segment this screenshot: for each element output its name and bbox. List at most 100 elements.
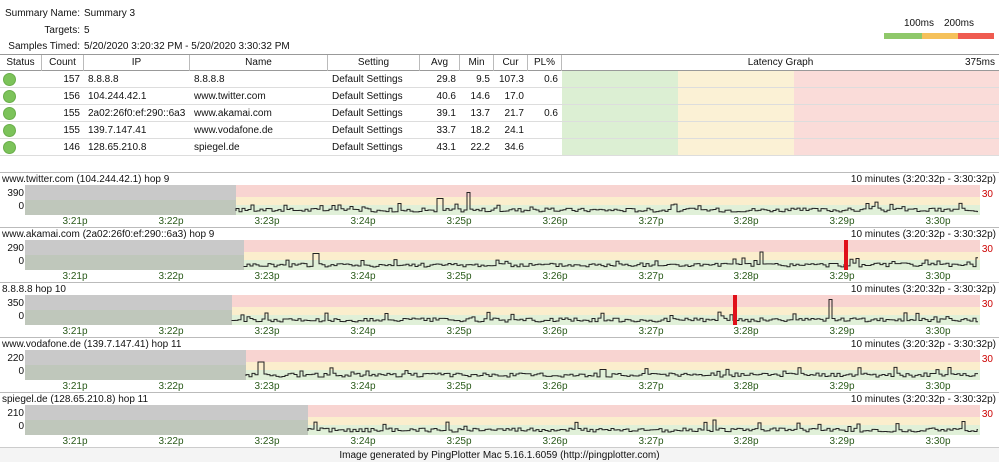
time-tick-label: 3:27p — [638, 271, 664, 282]
no-data-region-lower — [25, 200, 236, 215]
panel-y-max: 220 — [7, 353, 24, 364]
table-row[interactable]: 156 104.244.42.1 www.twitter.com Default Se… — [0, 88, 999, 105]
time-tick-label: 3:25p — [446, 216, 472, 227]
hop-graph-panel[interactable]: 8.8.8.8 hop 10 10 minutes (3:20:32p - 3:3… — [0, 282, 999, 338]
time-tick-label: 3:28p — [733, 216, 759, 227]
time-tick-label: 3:24p — [350, 326, 376, 337]
col-setting-header[interactable]: Setting — [328, 55, 420, 71]
scale-green-bar — [884, 33, 922, 39]
latency-color-scale: 100ms 200ms — [884, 18, 994, 42]
time-axis: 3:21p 3:22p 3:23p 3:24p 3:25p 3:26p 3:27p 3:28p… — [0, 326, 999, 338]
latency-band — [246, 370, 980, 380]
scale-label-200: 200ms — [944, 18, 975, 29]
panel-threshold: 30 — [981, 244, 993, 255]
targets-value: 5 — [84, 25, 90, 36]
latency-band — [236, 197, 980, 205]
latency-trace — [243, 251, 978, 268]
col-min-header[interactable]: Min — [460, 55, 494, 71]
cell-min: 22.2 — [470, 142, 490, 153]
cell-avg: 39.1 — [436, 108, 456, 119]
targets-table: Status Count IP Name Setting Avg Min Cur… — [0, 54, 999, 156]
panel-y-max: 390 — [7, 188, 24, 199]
cell-ip: 2a02:26f0:ef:290::6a3 — [88, 108, 186, 119]
panel-threshold: 30 — [981, 299, 993, 310]
latency-zone-yellow — [678, 71, 794, 156]
time-tick-label: 3:24p — [350, 271, 376, 282]
status-ok-icon — [3, 124, 16, 137]
hop-graph-panel[interactable]: www.twitter.com (104.244.42.1) hop 9 10 m… — [0, 172, 999, 228]
hop-latency-graph — [25, 240, 980, 270]
packet-loss-bar — [733, 295, 737, 325]
latency-band — [244, 260, 980, 270]
samples-label: Samples Timed: — [8, 41, 80, 52]
time-tick-label: 3:25p — [446, 436, 472, 447]
cell-cur: 21.7 — [504, 108, 524, 119]
hop-graph-panel[interactable]: www.vodafone.de (139.7.147.41) hop 11 10 … — [0, 337, 999, 393]
table-row[interactable]: 157 8.8.8.8 8.8.8.8 Default Settings 29.8 9.5… — [0, 71, 999, 88]
targets-label: Targets: — [44, 25, 80, 36]
hop-graph-panel[interactable]: spiegel.de (128.65.210.8) hop 11 10 minut… — [0, 392, 999, 448]
panel-y-max: 290 — [7, 243, 24, 254]
col-cur-header[interactable]: Cur — [494, 55, 528, 71]
panel-y-min: 0 — [18, 421, 24, 432]
time-tick-label: 3:26p — [542, 326, 568, 337]
col-avg-header[interactable]: Avg — [420, 55, 460, 71]
cell-ip: 104.244.42.1 — [88, 91, 147, 102]
cell-setting: Default Settings — [332, 125, 403, 136]
cell-name: spiegel.de — [194, 142, 240, 153]
panel-time-range: 10 minutes (3:20:32p - 3:30:32p) — [850, 174, 996, 185]
time-axis: 3:21p 3:22p 3:23p 3:24p 3:25p 3:26p 3:27p 3:28p… — [0, 381, 999, 393]
panel-y-min: 0 — [18, 311, 24, 322]
table-row[interactable]: 155 2a02:26f0:ef:290::6a3 www.akamai.com De… — [0, 105, 999, 122]
cell-pl: 0.6 — [544, 108, 558, 119]
time-tick-label: 3:27p — [638, 381, 664, 392]
time-tick-label: 3:25p — [446, 271, 472, 282]
time-tick-label: 3:29p — [829, 326, 855, 337]
time-tick-label: 3:28p — [733, 271, 759, 282]
time-tick-label: 3:27p — [638, 326, 664, 337]
status-ok-icon — [3, 107, 16, 120]
panel-title: spiegel.de (128.65.210.8) hop 11 — [2, 394, 149, 405]
col-latency-header[interactable]: Latency Graph — [562, 55, 999, 71]
time-tick-label: 3:30p — [925, 216, 951, 227]
cell-ip: 8.8.8.8 — [88, 74, 119, 85]
cell-cur: 107.3 — [498, 74, 524, 85]
time-tick-label: 3:25p — [446, 326, 472, 337]
col-pl-header[interactable]: PL% — [528, 55, 562, 71]
time-tick-label: 3:28p — [733, 326, 759, 337]
latency-band — [232, 315, 980, 325]
col-ip-header[interactable]: IP — [84, 55, 190, 71]
hop-graph-panel[interactable]: www.akamai.com (2a02:26f0:ef:290::6a3) h… — [0, 227, 999, 283]
samples-value: 5/20/2020 3:20:32 PM - 5/20/2020 3:30:32… — [84, 41, 290, 52]
time-tick-label: 3:23p — [254, 436, 280, 447]
status-ok-icon — [3, 73, 16, 86]
table-row[interactable]: 155 139.7.147.41 www.vodafone.de Default Se… — [0, 122, 999, 139]
time-tick-label: 3:22p — [158, 381, 184, 392]
table-row[interactable]: 146 128.65.210.8 spiegel.de Default Setting… — [0, 139, 999, 156]
time-axis: 3:21p 3:22p 3:23p 3:24p 3:25p 3:26p 3:27p 3:28p… — [0, 216, 999, 228]
col-status-header[interactable]: Status — [0, 55, 42, 71]
latency-graph-area — [562, 71, 999, 156]
panel-y-min: 0 — [18, 201, 24, 212]
time-tick-label: 3:22p — [158, 326, 184, 337]
time-tick-label: 3:28p — [733, 381, 759, 392]
cell-name: www.akamai.com — [194, 108, 272, 119]
time-tick-label: 3:26p — [542, 436, 568, 447]
latency-zone-red — [794, 71, 999, 156]
panel-threshold: 30 — [981, 189, 993, 200]
panel-y-max: 210 — [7, 408, 24, 419]
time-tick-label: 3:25p — [446, 381, 472, 392]
col-name-header[interactable]: Name — [190, 55, 328, 71]
table-header: Status Count IP Name Setting Avg Min Cur… — [0, 55, 999, 71]
col-count-header[interactable]: Count — [42, 55, 84, 71]
cell-ip: 128.65.210.8 — [88, 142, 147, 153]
time-tick-label: 3:27p — [638, 216, 664, 227]
time-tick-label: 3:24p — [350, 436, 376, 447]
no-data-region-lower — [25, 420, 308, 435]
latency-band — [232, 295, 980, 307]
time-tick-label: 3:23p — [254, 381, 280, 392]
time-axis: 3:21p 3:22p 3:23p 3:24p 3:25p 3:26p 3:27p 3:28p… — [0, 436, 999, 448]
cell-pl — [528, 139, 562, 156]
hop-latency-graph — [25, 295, 980, 325]
cell-count: 155 — [63, 125, 80, 136]
